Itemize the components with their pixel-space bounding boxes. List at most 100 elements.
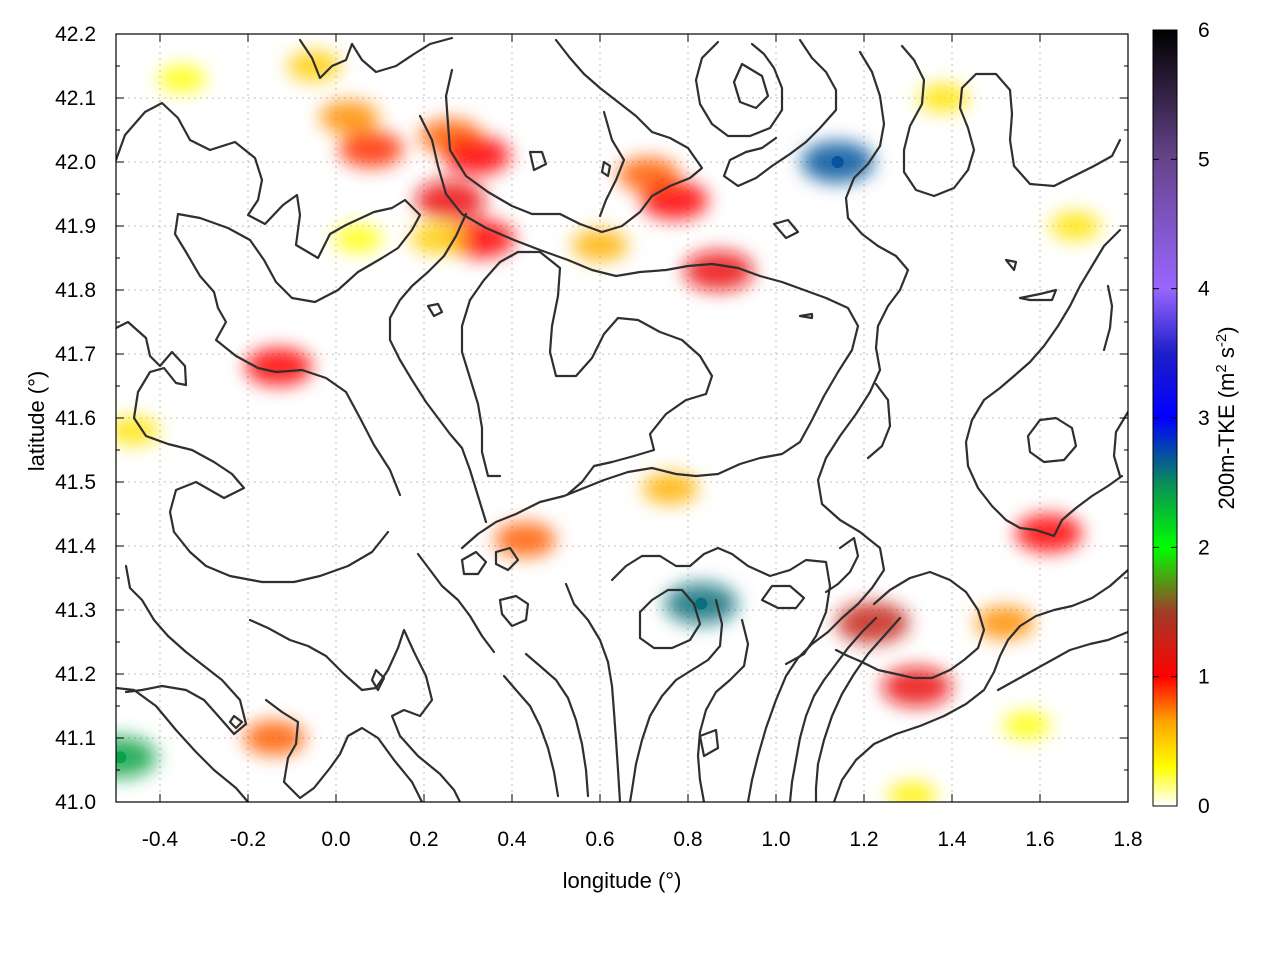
contour-line [494, 546, 520, 572]
contour-line [696, 618, 750, 802]
y-tick-label: 41.4 [55, 535, 96, 558]
contour-line [418, 114, 860, 550]
colorbar: 0 1 2 3 4 5 6 200m-TKE (m2 s-2) [1152, 19, 1240, 818]
contour-line [1004, 258, 1018, 272]
colorbar-title-mid: s [1214, 347, 1239, 364]
y-tick-label: 42.2 [55, 23, 96, 46]
contour-line [116, 320, 390, 584]
terrain-contours [116, 36, 1128, 802]
colorbar-ticks: 0 1 2 3 4 5 6 [1153, 19, 1210, 818]
x-tick-label: 0.6 [585, 828, 614, 851]
contour-line [814, 616, 902, 802]
tke-blob [319, 100, 379, 134]
x-tick-label: 1.4 [937, 828, 967, 851]
tke-blob [836, 602, 910, 644]
colorbar-tick-label: 4 [1198, 278, 1210, 301]
y-axis-label: latitude (°) [24, 371, 49, 472]
tke-blob [975, 606, 1035, 640]
tke-blob [339, 130, 404, 168]
contour-line [444, 38, 704, 234]
contour-line [116, 101, 422, 497]
contour-line [788, 616, 878, 802]
x-tick-label: 0.4 [497, 828, 527, 851]
tke-hotspot [831, 156, 844, 168]
contour-line [416, 552, 496, 654]
tke-blob [447, 219, 515, 258]
contour-line [426, 302, 444, 318]
contour-line [832, 568, 1128, 802]
contour-line [1026, 416, 1078, 464]
contour-line [772, 218, 800, 240]
contour-line [834, 570, 986, 680]
y-tick-labels: 41.0 41.1 41.2 41.3 41.4 41.5 41.6 41.7 41.8 41.9… [55, 23, 96, 814]
x-axis-label: longitude (°) [563, 868, 682, 893]
tke-hotspot [695, 597, 708, 610]
colorbar-title-sup2: -2 [1213, 334, 1230, 347]
contour-line [722, 38, 838, 188]
contour-line [350, 36, 454, 74]
x-tick-label: 1.6 [1025, 828, 1054, 851]
y-tick-label: 41.8 [55, 279, 96, 302]
contour-line [866, 382, 892, 460]
x-tick-label: -0.2 [230, 828, 266, 851]
contour-line [388, 212, 488, 524]
contour-line [298, 38, 354, 80]
contour-line [248, 618, 462, 802]
contour-line [824, 536, 860, 594]
plot-area [116, 34, 1128, 802]
tke-hotspot [116, 751, 127, 764]
contour-line [1018, 288, 1058, 302]
contour-line [498, 594, 530, 628]
contour-line [628, 598, 724, 802]
x-tick-label: 0.8 [673, 828, 702, 851]
colorbar-title: 200m-TKE (m2 s-2) [1213, 326, 1240, 509]
contour-line [694, 40, 784, 138]
x-tick-label: 1.0 [761, 828, 790, 851]
x-tick-label: 0.0 [321, 828, 350, 851]
contour-line [598, 110, 626, 218]
grid [116, 34, 1128, 802]
contour-line [638, 588, 702, 650]
colorbar-tick-label: 2 [1198, 536, 1210, 559]
tke-blob [158, 65, 206, 93]
contour-line [228, 714, 244, 730]
contour-line [798, 312, 814, 320]
contour-line [760, 584, 806, 610]
y-tick-label: 41.5 [55, 471, 96, 494]
tke-blob [1003, 711, 1051, 739]
tke-blob [494, 522, 556, 558]
axis-ticks [116, 33, 1129, 803]
x-tick-label: 1.2 [849, 828, 878, 851]
colorbar-tick-label: 6 [1198, 19, 1210, 42]
tke-blob [334, 225, 382, 253]
tke-blob [918, 83, 969, 113]
y-tick-label: 41.9 [55, 215, 96, 238]
contour-line [996, 630, 1128, 692]
y-tick-label: 42.1 [55, 87, 96, 110]
contour-line [900, 44, 1122, 198]
colorbar-tick-label: 1 [1198, 666, 1210, 689]
contour-line [370, 668, 386, 692]
y-tick-label: 41.6 [55, 407, 96, 430]
contour-line [460, 298, 502, 478]
tke-blob [287, 50, 341, 82]
x-tick-label: 1.8 [1113, 828, 1142, 851]
contour-line [600, 160, 612, 178]
tke-blob [245, 347, 313, 386]
contour-line [528, 150, 548, 172]
contour-line [1102, 284, 1114, 352]
y-tick-label: 41.0 [55, 791, 96, 814]
colorbar-tick-label: 0 [1198, 795, 1210, 818]
y-tick-label: 41.7 [55, 343, 96, 366]
contour-line [698, 728, 720, 758]
y-tick-label: 41.2 [55, 663, 96, 686]
x-tick-label: 0.2 [409, 828, 438, 851]
contour-line [468, 250, 714, 496]
colorbar-tick-label: 5 [1198, 148, 1210, 171]
contour-line [264, 698, 424, 802]
contour-line [502, 674, 560, 798]
contour-line [610, 546, 832, 666]
colorbar-tick-label: 3 [1198, 407, 1210, 430]
contour-line [732, 62, 770, 110]
